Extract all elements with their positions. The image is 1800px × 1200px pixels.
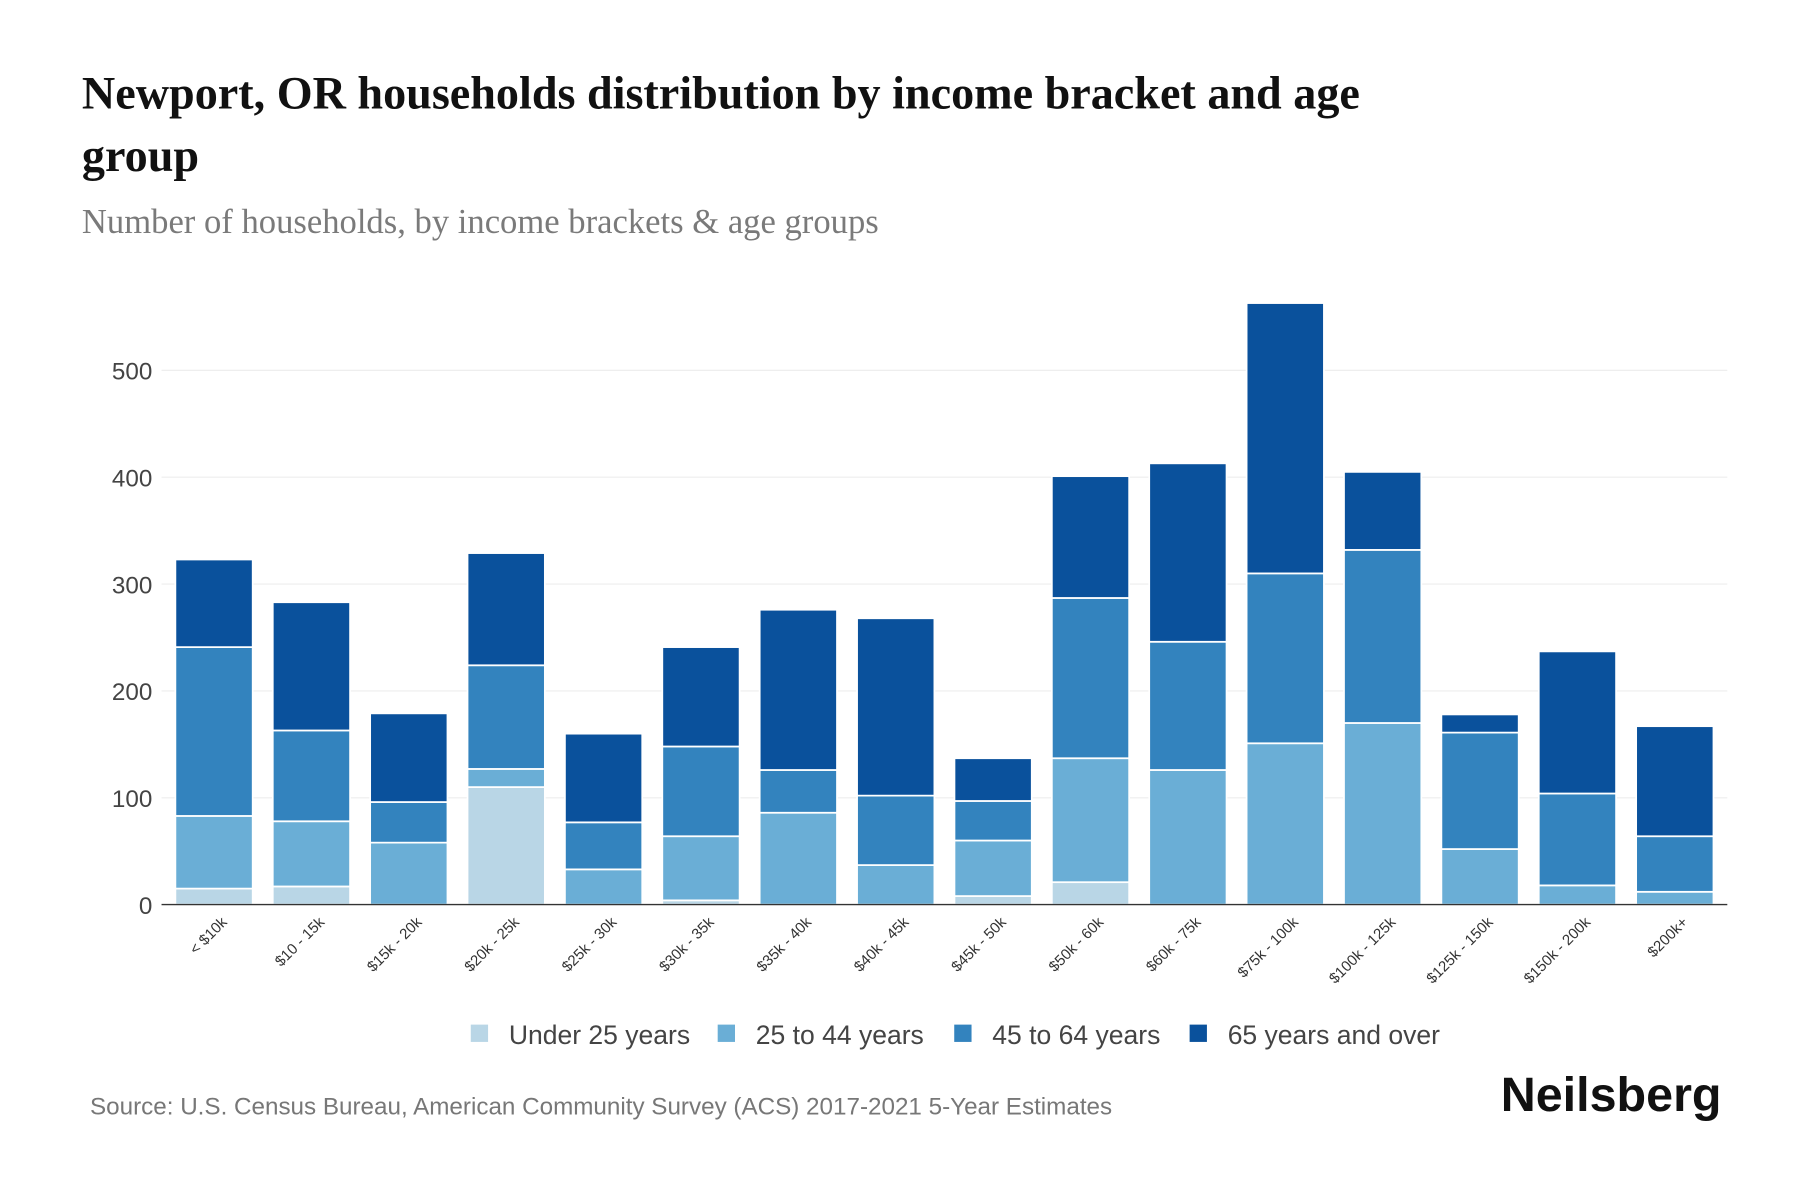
bar-segment-65-years-and-over (1440, 713, 1520, 734)
bar-segment-25-to-44-years (1440, 848, 1520, 906)
bar-segment-45-to-64-years (369, 801, 449, 844)
bar-segment-under-25-years (953, 895, 1033, 906)
bar-segment-45-to-64-years (758, 769, 838, 814)
legend-swatch (954, 1024, 972, 1042)
bar-segment-45-to-64-years (1537, 792, 1617, 887)
x-tick-label: $75k - 100k (1234, 914, 1302, 982)
bar-segment-25-to-44-years (1050, 757, 1131, 884)
bar-segment-25-to-44-years (758, 811, 838, 906)
chart-title-line-2: group (82, 130, 199, 181)
bar-segment-65-years-and-over (1537, 650, 1617, 795)
y-tick-label: 0 (139, 893, 152, 920)
x-tick-label: $100k - 125k (1326, 914, 1400, 988)
source-note: Source: U.S. Census Bureau, American Com… (90, 1094, 1112, 1121)
y-tick-label: 300 (112, 572, 152, 599)
bar-segment-65-years-and-over (1050, 475, 1131, 599)
y-tick-label: 200 (112, 679, 152, 706)
y-axis-ticks: 0 100 200 300 400 500 (112, 359, 152, 920)
y-tick-label: 500 (112, 359, 152, 386)
bar-segment-25-to-44-years (271, 820, 351, 888)
x-tick-label: $30k - 35k (656, 914, 718, 976)
bar-segment-45-to-64-years (1245, 572, 1325, 745)
bar-segment-25-to-44-years (1635, 890, 1715, 906)
x-tick-label: < $10k (187, 914, 232, 959)
bar-segment-65-years-and-over (856, 617, 936, 797)
bar-segment-45-to-64-years (564, 821, 644, 871)
x-tick-label: $35k - 40k (753, 914, 815, 976)
x-tick-label: $15k - 20k (364, 914, 426, 976)
bar-segment-25-to-44-years (174, 815, 254, 890)
bar-segment-25-to-44-years (564, 868, 644, 906)
bar-segment-under-25-years (174, 887, 254, 906)
bar-segment-45-to-64-years (856, 794, 936, 866)
bar-segment-65-years-and-over (1635, 725, 1715, 838)
bars (174, 302, 1715, 906)
bar-segment-65-years-and-over (1245, 302, 1325, 575)
bar-segment-25-to-44-years (369, 841, 449, 906)
legend-label: 65 years and over (1228, 1020, 1440, 1050)
bar-segment-under-25-years (466, 786, 546, 906)
bar-segment-25-to-44-years (1148, 769, 1228, 906)
bar-segment-25-to-44-years (1537, 884, 1617, 906)
bar-segment-45-to-64-years (1343, 549, 1423, 724)
legend-label: 45 to 64 years (992, 1020, 1160, 1050)
bar-segment-25-to-44-years (953, 839, 1033, 897)
bar-segment-45-to-64-years (1148, 640, 1228, 771)
bar-segment-65-years-and-over (1148, 462, 1228, 643)
bar-segment-65-years-and-over (271, 601, 351, 732)
x-tick-label: $40k - 45k (851, 914, 913, 976)
neilsberg-logo: Neilsberg (1501, 1068, 1722, 1122)
bar-segment-45-to-64-years (661, 745, 741, 838)
chart-subtitle: Number of households, by income brackets… (82, 203, 879, 241)
bar-segment-45-to-64-years (1440, 731, 1520, 850)
x-tick-label: $10 - 15k (272, 914, 329, 971)
x-tick-label: $50k - 60k (1046, 914, 1108, 976)
bar-segment-65-years-and-over (758, 608, 838, 771)
bar-segment-25-to-44-years (856, 864, 936, 906)
bar-segment-25-to-44-years (1343, 722, 1423, 906)
chart-title-line-1: Newport, OR households distribution by i… (82, 67, 1360, 118)
x-tick-label: $150k - 200k (1521, 914, 1595, 988)
legend-label: Under 25 years (509, 1020, 690, 1050)
x-tick-label: $200k+ (1644, 914, 1691, 961)
x-tick-label: $125k - 150k (1423, 914, 1497, 988)
legend-label: 25 to 44 years (756, 1020, 924, 1050)
x-tick-label: $45k - 50k (948, 914, 1010, 976)
bar-segment-45-to-64-years (174, 646, 254, 817)
legend-swatch (1189, 1024, 1207, 1042)
bar-segment-65-years-and-over (953, 757, 1033, 802)
bar-segment-65-years-and-over (369, 712, 449, 803)
y-tick-label: 400 (112, 465, 152, 492)
bar-segment-45-to-64-years (1050, 597, 1131, 760)
bar-segment-65-years-and-over (1343, 471, 1423, 551)
bar-segment-under-25-years (271, 885, 351, 906)
legend-swatch (717, 1024, 735, 1042)
x-tick-label: $20k - 25k (461, 914, 523, 976)
x-axis-ticks: < $10k $10 - 15k $15k - 20k $20k - 25k $25k … (187, 914, 1692, 988)
y-tick-label: 100 (112, 786, 152, 813)
x-tick-label: $60k - 75k (1143, 914, 1205, 976)
bar-segment-25-to-44-years (1245, 742, 1325, 906)
bar-segment-25-to-44-years (661, 835, 741, 902)
x-tick-label: $25k - 30k (559, 914, 621, 976)
bar-segment-45-to-64-years (466, 664, 546, 770)
bar-segment-45-to-64-years (1635, 835, 1715, 893)
bar-segment-under-25-years (1050, 881, 1131, 906)
bar-segment-65-years-and-over (661, 646, 741, 748)
legend: Under 25 years 25 to 44 years 45 to 64 yea… (470, 1020, 1440, 1050)
legend-swatch (470, 1024, 489, 1042)
bar-segment-65-years-and-over (466, 552, 546, 667)
bar-segment-65-years-and-over (174, 558, 254, 648)
bar-segment-25-to-44-years (466, 768, 546, 788)
bar-segment-45-to-64-years (953, 800, 1033, 842)
bar-segment-65-years-and-over (564, 732, 644, 824)
bar-segment-45-to-64-years (271, 729, 351, 823)
